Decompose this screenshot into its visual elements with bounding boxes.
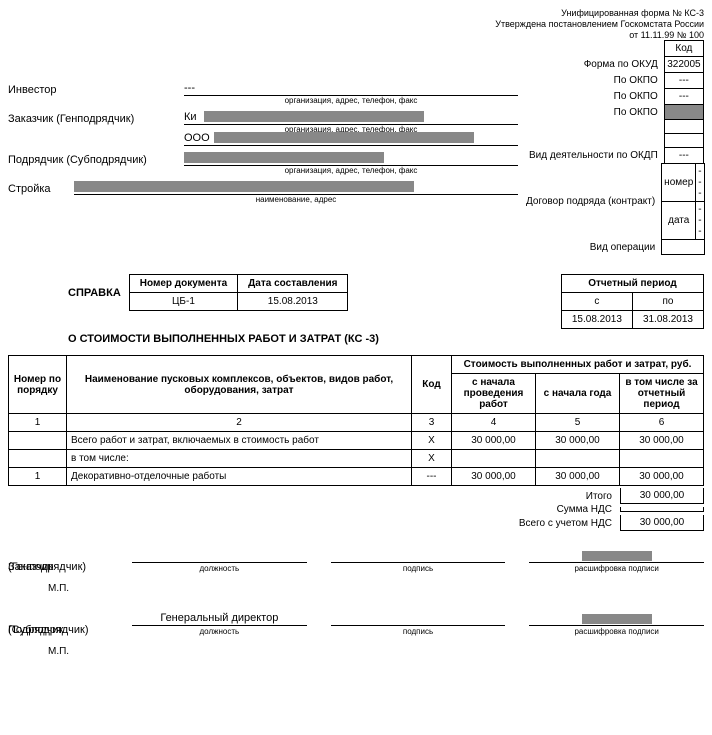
main-table: Номер по порядку Наименование пусковых к… — [8, 355, 704, 486]
podryadchik-label: Подрядчик (Субподрядчик) — [8, 154, 178, 166]
mp-stamp: М.П. — [48, 583, 704, 594]
total-value: 30 000,00 — [620, 515, 704, 531]
podryadchik-sig: Подрядчик Генеральный директор должность… — [8, 612, 704, 657]
redacted — [74, 181, 414, 192]
zakazchik-label: Заказчик (Генподрядчик) — [8, 113, 178, 125]
itogo-value: 30 000,00 — [620, 488, 704, 504]
redacted — [214, 132, 474, 143]
okud-val: 322005 — [664, 57, 703, 73]
total-label: Всего с учетом НДС — [519, 518, 620, 529]
redacted — [204, 111, 424, 122]
doc-date: 15.08.2013 — [238, 293, 348, 311]
period-from: 15.08.2013 — [561, 311, 632, 329]
doc-num-table: Номер документа Дата составления ЦБ-1 15… — [129, 274, 349, 311]
period-to: 31.08.2013 — [632, 311, 703, 329]
doc-title: СПРАВКА — [68, 287, 121, 299]
redacted — [664, 105, 703, 120]
table-row: Всего работ и затрат, включаемых в стоим… — [9, 432, 704, 450]
mp-stamp: М.П. — [48, 646, 704, 657]
stroyka-row: Стройка — [8, 181, 524, 195]
redacted — [184, 152, 384, 163]
doc-subtitle: О СТОИМОСТИ ВЫПОЛНЕННЫХ РАБОТ И ЗАТРАТ (… — [68, 333, 704, 345]
redacted — [582, 614, 652, 624]
period-table: Отчетный период с по 15.08.2013 31.08.20… — [561, 274, 704, 329]
podryadchik-row: Подрядчик (Субподрядчик) — [8, 152, 524, 166]
form-id-l2: Утверждена постановлением Госкомстата Ро… — [8, 19, 704, 30]
investor-sub: организация, адрес, телефон, факс — [178, 96, 524, 105]
totals: Итого 30 000,00 Сумма НДС Всего с учетом… — [8, 488, 704, 531]
form-id-l1: Унифицированная форма № КС-3 — [8, 8, 704, 19]
nds-label: Сумма НДС — [557, 504, 620, 515]
kod-table: Код Форма по ОКУД322005 По ОКПО--- По ОК… — [524, 40, 704, 164]
gendir-text: Генеральный директор — [160, 612, 278, 624]
doc-num: ЦБ-1 — [129, 293, 237, 311]
investor-row: Инвестор --- — [8, 82, 524, 96]
table-row: в том числе: Х — [9, 450, 704, 468]
investor-value: --- — [184, 82, 195, 94]
zakazchik-row: Заказчик (Генподрядчик) Ки — [8, 111, 524, 125]
itogo-label: Итого — [586, 491, 620, 502]
investor-label: Инвестор — [8, 84, 178, 96]
form-id: Унифицированная форма № КС-3 Утверждена … — [8, 8, 704, 40]
zakazchik-sig: Заказчик должность подпись расшифровка п… — [8, 549, 704, 594]
stroyka-label: Стройка — [8, 183, 68, 195]
form-id-l3: от 11.11.99 № 100 — [8, 30, 704, 41]
table-row: 1 Декоративно-отделочные работы --- 30 0… — [9, 468, 704, 486]
kod-header: Код — [664, 41, 703, 57]
nds-value — [620, 507, 704, 512]
redacted — [582, 551, 652, 561]
